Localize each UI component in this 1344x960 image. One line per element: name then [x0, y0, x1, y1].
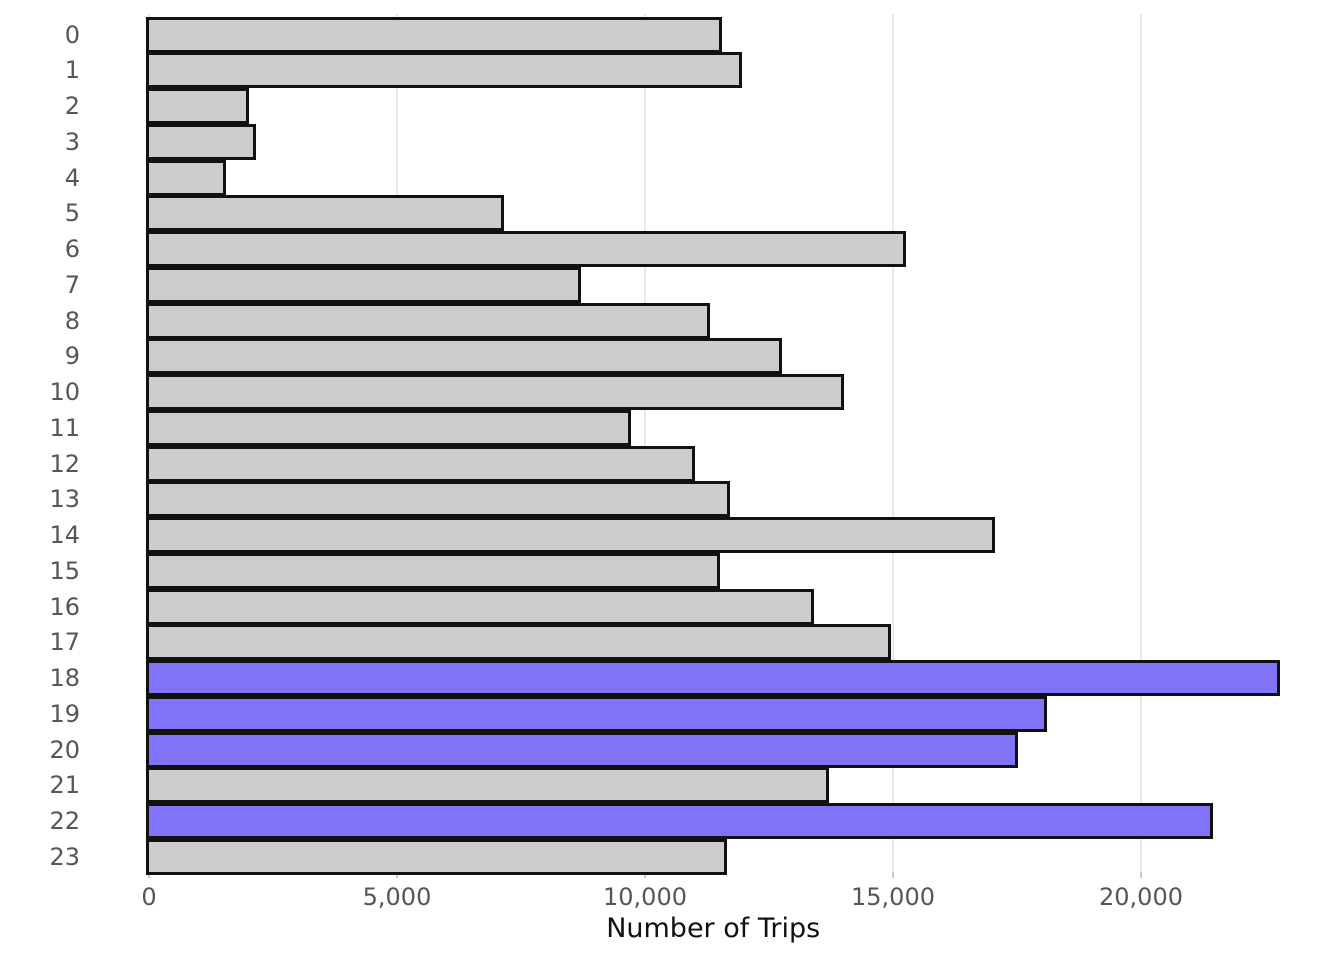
- y-tick-label: 13: [49, 485, 80, 514]
- y-tick-label: 0: [64, 20, 80, 49]
- x-tick: [644, 872, 646, 878]
- bar-hour-20: [146, 731, 1018, 768]
- y-tick-label: 5: [64, 199, 80, 228]
- y-tick-label: 4: [64, 163, 80, 192]
- bar-hour-3: [146, 123, 257, 160]
- y-tick-label: 8: [64, 306, 80, 335]
- x-tick-label: 5,000: [362, 883, 432, 911]
- y-tick-label: 18: [49, 664, 80, 692]
- bar-hour-2: [146, 88, 249, 124]
- bar-hour-13: [146, 481, 730, 518]
- x-tick-label: 15,000: [851, 883, 935, 911]
- y-tick-label: 16: [49, 592, 80, 621]
- bar-hour-1: [146, 52, 743, 89]
- x-axis-title: Number of Trips: [606, 913, 821, 944]
- gridline: [1140, 14, 1142, 872]
- x-tick: [1140, 872, 1142, 878]
- bar-hour-7: [146, 266, 582, 303]
- x-tick-label: 20,000: [1099, 883, 1183, 911]
- bar-hour-12: [146, 445, 696, 482]
- bar-hour-23: [146, 838, 728, 875]
- bar-hour-18: [146, 660, 1281, 696]
- y-tick-label: 7: [64, 270, 80, 299]
- bar-hour-16: [146, 588, 815, 625]
- y-tick-label: 14: [49, 521, 80, 549]
- bar-hour-14: [146, 517, 996, 553]
- bar-hour-17: [146, 624, 892, 661]
- bar-hour-11: [146, 409, 631, 446]
- y-tick-label: 1: [64, 56, 80, 85]
- bar-hour-22: [146, 803, 1214, 839]
- bar-hour-15: [146, 552, 720, 589]
- bar-hour-9: [146, 338, 782, 375]
- bar-hour-0: [146, 16, 723, 53]
- x-tick: [892, 872, 894, 878]
- x-tick: [396, 872, 398, 878]
- y-tick-label: 23: [49, 842, 80, 871]
- y-tick-label: 11: [49, 413, 80, 442]
- y-tick-label: 12: [49, 449, 80, 478]
- x-tick: [148, 872, 150, 878]
- bar-hour-10: [146, 374, 844, 410]
- y-tick-label: 6: [64, 235, 80, 263]
- y-tick-label: 2: [64, 92, 80, 120]
- bar-hour-19: [146, 695, 1048, 732]
- bar-hour-6: [146, 231, 906, 267]
- bar-hour-8: [146, 302, 710, 339]
- y-tick-label: 15: [49, 556, 80, 585]
- bar-hour-5: [146, 195, 505, 232]
- y-tick-label: 17: [49, 628, 80, 657]
- y-tick-label: 19: [49, 699, 80, 728]
- x-tick-label: 0: [141, 883, 157, 911]
- x-tick-label: 10,000: [603, 883, 687, 911]
- y-tick-label: 10: [49, 378, 80, 406]
- bar-hour-21: [146, 767, 830, 804]
- y-tick-label: 21: [49, 771, 80, 800]
- gridline: [644, 14, 646, 872]
- y-tick-label: 9: [64, 342, 80, 371]
- bar-hour-4: [146, 159, 227, 196]
- y-tick-label: 20: [49, 735, 80, 764]
- y-tick-label: 3: [64, 127, 80, 156]
- y-tick-label: 22: [49, 807, 80, 835]
- gridline: [892, 14, 894, 872]
